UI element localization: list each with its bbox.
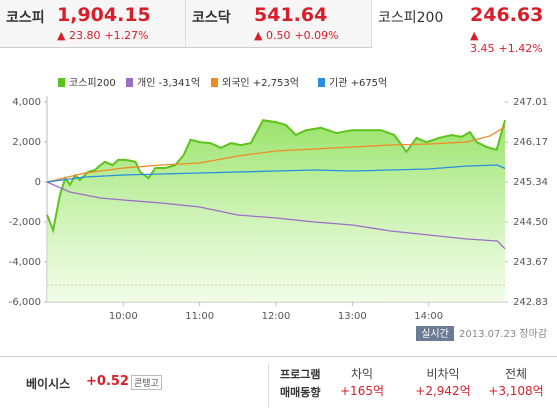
series-line [46,119,506,234]
program-col: 비차익 +2,942억 [400,365,486,399]
tab-change: ▲ 0.50 +0.09% [254,29,339,42]
legend-label: 코스피200 [69,77,116,89]
legend-label: 외국인 +2,753억 [222,77,299,89]
badge: 실시간 [421,328,449,340]
legend-label: 개인 -3,341억 [137,77,200,89]
badge-bg [416,326,454,341]
change: 0.50 [265,29,291,42]
y2-tick-label: 243.67 [513,257,548,268]
y-tick-label: 2,000 [12,137,41,148]
divider [268,363,269,407]
footer: 베이시스 +0.52 콘탱고 프로그램 매매동향 차익 +165억 비차익 +2,9… [0,356,557,411]
series-line [46,164,506,183]
col-value: +165억 [340,384,384,398]
x-tick-label: 13:00 [338,311,367,322]
tab-change: ▲ 23.80 +1.27% [57,29,149,42]
x-tick-label: 14:00 [414,311,443,322]
x-tick-label: 12:00 [262,311,291,322]
pct: +0.09% [294,29,339,42]
program-col: 전체 +3,108억 [478,365,554,399]
chart: 실시간 2013.07.23 장마감 4,000 2,000 0 -2,000 -4,0… [9,77,548,341]
col-label: 차익 [350,367,374,381]
tab-value: 246.63 [470,4,544,26]
col-label: 전체 [504,367,528,381]
legend-swatch [211,78,218,87]
x-tick-label: 10:00 [109,311,138,322]
y2-tick-label: 245.34 [513,177,548,188]
basis-label: 베이시스 [26,377,71,391]
col-label: 비차익 [426,367,460,381]
tab-name: 코스피200 [378,10,444,26]
y2-tick-label: 244.50 [513,217,548,228]
tab-value: 541.64 [254,4,328,26]
program-col: 차익 +165억 [327,365,397,399]
tab-value: 1,904.15 [57,4,151,26]
legend-label: 기관 +675억 [329,77,387,89]
legend-swatch [58,78,65,87]
y-tick-label: 4,000 [12,97,41,108]
basis-value: +0.52 [86,374,129,389]
change: 3.45 [470,42,495,55]
tab-selected[interactable]: 코스피200 246.63 ▲ 3.45 +1.42% [372,0,557,55]
y2-tick-label: 247.01 [513,97,548,108]
change: 23.80 [68,29,101,42]
basis-state: 콘탱고 [131,375,162,390]
tab-change: ▲ 3.45 +1.42% [470,29,543,55]
series-line [46,181,506,250]
area [47,120,505,302]
tab[interactable]: 코스닥 541.64 ▲ 0.50 +0.09% [186,0,372,48]
x-tick-label: 11:00 [185,311,214,322]
tab-name: 코스닥 [192,10,231,26]
y2-tick-label: 242.83 [513,297,548,308]
program-line1: 프로그램 [280,368,321,381]
legend-swatch [318,78,325,87]
col-value: +2,942억 [415,384,471,398]
y-tick-label: -4,000 [9,257,41,268]
pct: +1.27% [104,29,149,42]
legend-swatch [126,78,133,87]
series-line [46,126,506,183]
program-line2: 매매동향 [280,386,321,399]
tab-name: 코스피 [6,10,45,26]
y-tick-label: 0 [35,177,41,188]
y-tick-label: -2,000 [9,217,41,228]
y2-tick-label: 246.17 [513,137,548,148]
y-tick-label: -6,000 [9,297,41,308]
col-value: +3,108억 [488,384,544,398]
date: 2013.07.23 장마감 [459,328,547,340]
pct: +1.42% [498,42,543,55]
tab[interactable]: 코스피 1,904.15 ▲ 23.80 +1.27% [0,0,186,48]
